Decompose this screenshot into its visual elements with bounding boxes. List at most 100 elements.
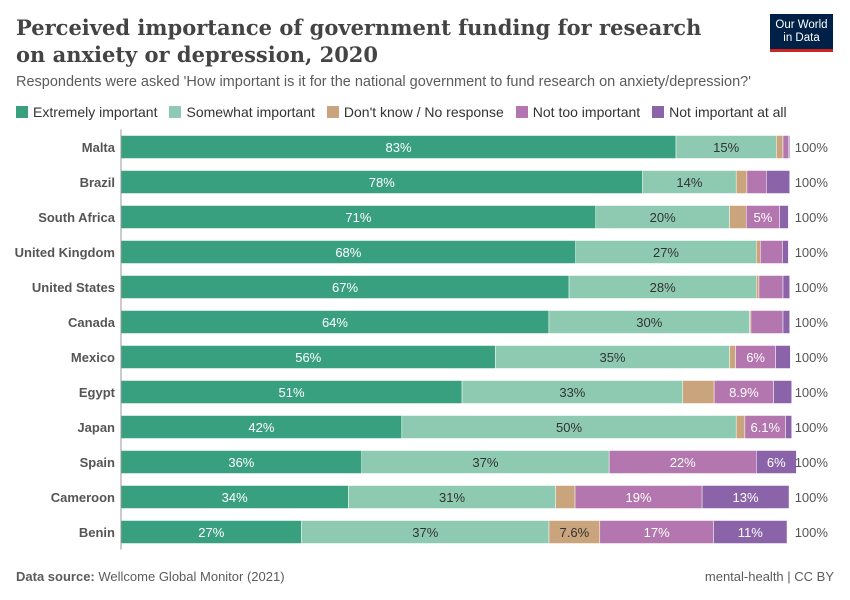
source-link[interactable]: Wellcome Global Monitor (2021) [98, 569, 285, 584]
category-label: United Kingdom [15, 245, 115, 260]
data-label: 22% [670, 455, 696, 470]
category-label: South Africa [38, 210, 116, 225]
data-label: 67% [332, 280, 358, 295]
data-label: 71% [345, 210, 371, 225]
bar-segment[interactable] [773, 380, 792, 404]
data-label: 6.1% [750, 420, 780, 435]
data-label: 20% [650, 210, 676, 225]
data-label: 64% [322, 315, 348, 330]
bar-segment[interactable] [729, 205, 747, 229]
legend-swatch [326, 106, 339, 118]
bar-segment[interactable] [782, 240, 789, 264]
bar-segment[interactable] [756, 240, 761, 264]
data-label: 14% [676, 175, 702, 190]
total-label: 100% [795, 455, 829, 470]
bar-segment[interactable] [788, 135, 790, 159]
bar-segment[interactable] [729, 345, 736, 369]
data-label: 5% [754, 210, 773, 225]
legend-swatch [515, 106, 528, 118]
data-label: 30% [636, 315, 662, 330]
bar-segment[interactable] [785, 415, 792, 439]
bar-segment[interactable] [756, 450, 797, 474]
source-label: Data source: [16, 569, 95, 584]
bar-segment[interactable] [766, 170, 790, 194]
data-label: 19% [626, 490, 652, 505]
legend-swatch [169, 106, 182, 118]
legend-item[interactable]: Not important at all [652, 104, 787, 120]
bar-segment[interactable] [750, 310, 784, 334]
category-label: Cameroon [51, 490, 115, 505]
data-label: 7.6% [560, 525, 590, 540]
data-label: 13% [733, 490, 759, 505]
total-label: 100% [795, 350, 829, 365]
legend-label: Somewhat important [186, 104, 315, 120]
total-label: 100% [795, 385, 829, 400]
bar-segment[interactable] [701, 485, 790, 509]
data-label: 11% [738, 525, 763, 540]
data-label: 28% [650, 280, 676, 295]
total-label: 100% [795, 210, 829, 225]
data-label: 6% [767, 455, 786, 470]
legend-item[interactable]: Somewhat important [169, 104, 315, 120]
total-label: 100% [795, 525, 829, 540]
data-label: 50% [556, 420, 582, 435]
category-label: Canada [68, 315, 116, 330]
category-label: Brazil [80, 175, 115, 190]
legend-item[interactable]: Not too important [515, 104, 641, 120]
legend-label: Extremely important [33, 104, 158, 120]
data-label: 33% [559, 385, 585, 400]
data-label: 37% [472, 455, 498, 470]
data-label: 78% [369, 175, 395, 190]
bar-segment[interactable] [782, 275, 790, 299]
total-label: 100% [795, 280, 829, 295]
bar-segment[interactable] [735, 170, 748, 194]
owid-logo[interactable]: Our World in Data [770, 14, 833, 52]
data-label: 51% [279, 385, 305, 400]
bar-segment[interactable] [775, 345, 791, 369]
category-label: United States [32, 280, 115, 295]
data-label: 31% [439, 490, 465, 505]
bar-segment[interactable] [776, 135, 784, 159]
bar-segment[interactable] [713, 520, 788, 544]
license[interactable]: mental-health | CC BY [704, 569, 834, 584]
data-label: 27% [653, 245, 679, 260]
data-label: 37% [412, 525, 438, 540]
bar-segment[interactable] [782, 135, 789, 159]
total-label: 100% [795, 315, 829, 330]
category-label: Egypt [79, 385, 116, 400]
category-label: Malta [82, 140, 116, 155]
legend-swatch [16, 106, 28, 118]
data-label: 17% [644, 525, 670, 540]
bar-segment[interactable] [555, 485, 576, 509]
legend-swatch [652, 106, 665, 118]
data-label: 35% [599, 350, 625, 365]
total-label: 100% [795, 245, 829, 260]
legend-item[interactable]: Extremely important [16, 104, 157, 120]
bar-segment[interactable] [782, 310, 790, 334]
bar-segment[interactable] [735, 415, 746, 439]
category-label: Japan [77, 420, 115, 435]
data-label: 42% [248, 420, 274, 435]
data-label: 68% [335, 245, 361, 260]
bar-segment[interactable] [760, 240, 783, 264]
data-label: 6% [746, 350, 765, 365]
category-label: Benin [79, 525, 115, 540]
bar-segment[interactable] [779, 205, 789, 229]
data-source: Data source: Wellcome Global Monitor (20… [16, 569, 285, 584]
data-label: 83% [385, 140, 411, 155]
bar-segment[interactable] [758, 275, 784, 299]
data-label: 27% [198, 525, 224, 540]
total-label: 100% [795, 175, 829, 190]
bar-segment[interactable] [682, 380, 715, 404]
bar-segment[interactable] [756, 275, 760, 299]
legend-label: Not too important [532, 104, 641, 120]
bar-segment[interactable] [746, 170, 767, 194]
legend-item[interactable]: Don't know / No response [326, 104, 504, 120]
data-label: 34% [222, 490, 248, 505]
chart-subtitle: Respondents were asked 'How important is… [16, 74, 751, 90]
total-label: 100% [795, 140, 829, 155]
data-label: 56% [295, 350, 321, 365]
total-label: 100% [795, 490, 829, 505]
legend-label: Don't know / No response [343, 104, 504, 120]
